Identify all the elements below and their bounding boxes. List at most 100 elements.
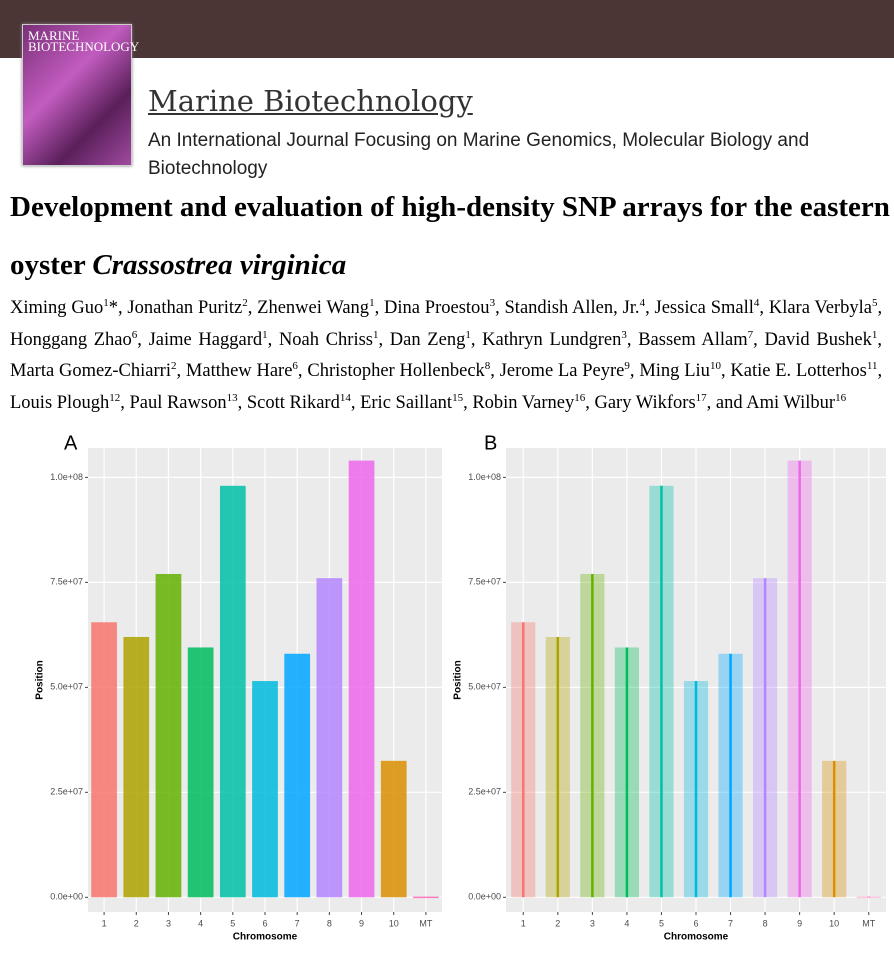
journal-subtitle: An International Journal Focusing on Mar… (148, 130, 810, 179)
author-name: Jessica Small (654, 298, 754, 319)
y-tick-label: 5.0e+07 (468, 682, 501, 692)
x-tick-label: 2 (555, 918, 560, 928)
author-affiliation: 1 (465, 328, 471, 341)
author-affiliation: 1 (372, 328, 379, 341)
x-axis-title: Chromosome (664, 932, 729, 943)
author-name: Louis Plough (10, 393, 110, 414)
author-affiliation: 5 (871, 297, 878, 309)
figure: A 0.0e+00 2.5e+07 5.0e+07 7.5e+07 1.0e+08 1 2 3 4… (35, 432, 886, 943)
author-affiliation: 16 (835, 391, 847, 404)
x-tick-label: 4 (198, 918, 203, 928)
author-name: Jonathan Puritz (127, 298, 243, 319)
x-tick-label: 1 (102, 918, 107, 928)
y-tick-label: 7.5e+07 (468, 577, 501, 587)
journal-name[interactable]: Marine Biotechnology (148, 84, 473, 118)
snp-strip (413, 896, 439, 899)
author-affiliation: 10 (709, 360, 721, 373)
author-name: Dan Zeng (389, 329, 466, 350)
y-tick-label: 2.5e+07 (468, 787, 501, 797)
y-tick-label: 0.0e+00 (50, 892, 83, 902)
author-name: Zhenwei Wang (257, 298, 370, 319)
x-tick-label: 9 (359, 918, 364, 928)
author-list: Ximing Guo1*, Jonathan Puritz2, Zhenwei … (10, 297, 883, 414)
author-affiliation: 15 (452, 391, 464, 404)
x-tick-label: 1 (521, 918, 526, 928)
author-name: David Bushek (764, 329, 872, 350)
author-name: Scott Rikard (246, 393, 340, 414)
top-bar (0, 0, 894, 58)
x-tick-label: 2 (134, 918, 139, 928)
snp-strip (123, 636, 150, 898)
author-affiliation: 1 (262, 328, 268, 341)
author-affiliation: 7 (747, 328, 754, 341)
author-name: Christopher Hollenbeck (307, 361, 485, 382)
author-affiliation: 14 (339, 391, 351, 404)
x-tick-label: 6 (262, 918, 267, 928)
author-name: Honggang Zhao (10, 329, 132, 350)
author-affiliation: 13 (226, 391, 238, 404)
author-name: Ming Liu (639, 361, 710, 382)
author-affiliation: 6 (131, 328, 138, 341)
author-name: Standish Allen, Jr. (504, 298, 640, 319)
author-name: Ximing Guo (10, 298, 104, 319)
author-name: Matthew Hare (185, 361, 293, 382)
journal-cover: MARINE BIOTECHNOLOGY (22, 24, 139, 166)
snp-strip (856, 896, 881, 899)
paper-title: Development and evaluation of high-densi… (10, 178, 890, 294)
author-affiliation: 16 (574, 391, 586, 404)
author-affiliation: 1 (103, 297, 109, 309)
snp-strip (155, 573, 182, 898)
y-tick-label: 7.5e+07 (50, 577, 83, 587)
author-name: Jerome La Peyre (499, 361, 625, 382)
x-tick-label: 6 (693, 918, 698, 928)
author-name: Klara Verbyla (768, 298, 872, 319)
x-tick-label: 8 (763, 918, 768, 928)
x-tick-label: 5 (230, 918, 235, 928)
snp-strip (91, 622, 117, 898)
author-name: Jaime Haggard (148, 329, 263, 350)
y-axis-title: Position (35, 660, 46, 699)
y-tick-label: 1.0e+08 (468, 472, 501, 482)
cover-title: MARINE BIOTECHNOLOGY (28, 28, 140, 54)
author-affiliation: 2 (242, 297, 248, 309)
x-tick-label: MT (862, 918, 875, 928)
author-affiliation: 3 (489, 297, 496, 309)
author-affiliation: 3 (621, 328, 627, 341)
author-affiliation: 1 (369, 297, 375, 309)
author-affiliation: 6 (292, 360, 298, 373)
author-affiliation: 17 (695, 391, 707, 404)
author-affiliation: 1 (871, 328, 878, 341)
author-name: Gary Wikfors (594, 393, 696, 414)
author-affiliation: 12 (109, 391, 121, 404)
author-name: Bassem Allam (638, 329, 748, 350)
x-tick-label: 5 (659, 918, 664, 928)
author-name: Dina Proestou (384, 298, 490, 319)
x-tick-label: 7 (728, 918, 733, 928)
author-name: Robin Varney (472, 393, 575, 414)
snp-strip (252, 681, 278, 898)
author-affiliation: 9 (624, 360, 630, 373)
panel-label: B (484, 432, 497, 454)
author-name: Katie E. Lotterhos (730, 361, 867, 382)
snp-strip (316, 578, 343, 898)
snp-strip (348, 460, 375, 898)
snp-strip (187, 647, 214, 898)
author-name: Ami Wilbur (746, 393, 836, 414)
author-conjunction: and (715, 393, 743, 414)
x-tick-label: 3 (166, 918, 171, 928)
title-text: Development and evaluation of high-densi… (10, 191, 890, 281)
x-tick-label: 10 (389, 918, 399, 928)
y-tick-label: 0.0e+00 (468, 892, 501, 902)
x-tick-label: MT (419, 918, 432, 928)
x-tick-label: 9 (797, 918, 802, 928)
author-affiliation: 2 (170, 360, 177, 373)
y-tick-label: 1.0e+08 (50, 472, 83, 482)
author-affiliation: 11 (866, 360, 878, 373)
author-name: Eric Saillant (360, 393, 453, 414)
snp-strip (380, 760, 407, 898)
panel-label: A (64, 432, 78, 454)
author-affiliation: 8 (484, 360, 491, 373)
y-axis-title: Position (453, 660, 464, 699)
x-tick-label: 4 (624, 918, 629, 928)
